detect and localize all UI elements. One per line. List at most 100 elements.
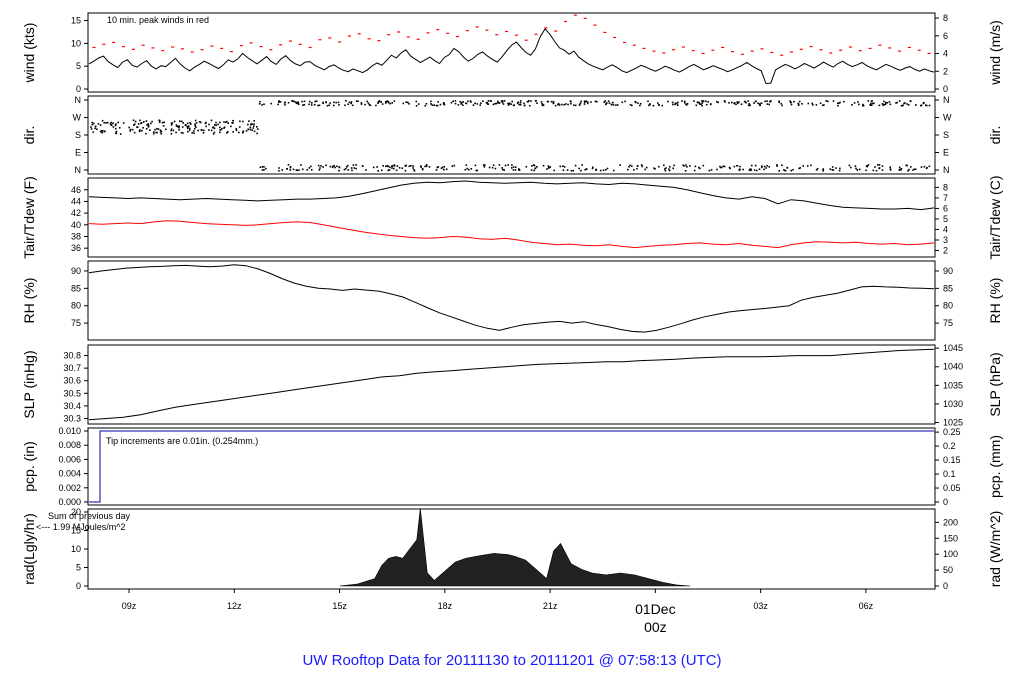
pcp-ytick-label-right: 0.1 [943, 469, 956, 479]
dir-point [831, 169, 834, 171]
dir-point [443, 168, 445, 171]
dir-point [281, 169, 283, 171]
dir-point [881, 103, 884, 105]
dir-point [468, 168, 470, 171]
dir-point [465, 102, 467, 104]
dir-point [778, 100, 780, 102]
dir-point [428, 166, 431, 168]
dir-point [404, 164, 407, 167]
dir-point [235, 127, 238, 130]
dir-point [387, 165, 389, 168]
dir-point [695, 104, 698, 107]
dir-point [883, 103, 886, 106]
dir-point [854, 165, 857, 167]
dir-point [405, 101, 407, 103]
rad-ytick-label-left: 5 [76, 563, 81, 573]
wind-ytick-label-left: 5 [76, 61, 81, 71]
pcp-ytick-label-right: 0.2 [943, 441, 956, 451]
dir-point [677, 104, 679, 106]
dir-point [215, 121, 217, 124]
dir-point [798, 167, 800, 170]
temp-ytick-label-left: 42 [71, 208, 81, 218]
dir-point [443, 102, 445, 104]
dir-point [517, 101, 519, 103]
wind-ytick-label-right: 0 [943, 84, 948, 94]
dir-point [639, 102, 642, 105]
pcp-ytick-label-right: 0.15 [943, 455, 961, 465]
dir-point [633, 169, 635, 171]
dir-point [170, 133, 173, 135]
dir-point [435, 104, 438, 107]
dir-point [882, 104, 885, 106]
dir-point [843, 100, 845, 103]
dir-point [464, 168, 467, 171]
dir-point [906, 103, 908, 105]
dir-point [681, 100, 683, 102]
dir-point [465, 164, 468, 166]
dir-point [360, 103, 363, 105]
dir-point [519, 100, 522, 102]
dir-point [213, 131, 216, 134]
dir-point [612, 169, 615, 172]
dir-point [424, 105, 427, 107]
dir-point [518, 103, 520, 106]
dir-point [519, 102, 522, 104]
dir-point [542, 104, 545, 106]
dir-point [142, 127, 144, 129]
dir-point [563, 104, 565, 106]
rh-ytick-label-left: 80 [71, 301, 81, 311]
dir-point [783, 169, 785, 171]
dir-point [253, 130, 256, 133]
dir-point [192, 130, 195, 132]
dir-point [475, 169, 478, 172]
dir-point [194, 125, 196, 127]
dir-point [219, 126, 221, 129]
dir-point [797, 103, 800, 106]
dir-point [781, 104, 783, 107]
dir-point [289, 166, 292, 169]
dir-point [914, 168, 917, 171]
slp-ytick-label-left: 30.5 [63, 388, 81, 398]
dir-point [154, 128, 156, 131]
dir-point [512, 169, 515, 171]
dir-point [298, 169, 300, 171]
dir-point [193, 132, 195, 134]
dir-point [566, 169, 569, 171]
dir-point [684, 101, 686, 104]
rad-ytick-label-right: 200 [943, 517, 958, 527]
dir-point [672, 103, 674, 106]
dir-point [311, 102, 313, 104]
dir-point [567, 103, 569, 106]
dir-point [510, 167, 513, 169]
dir-point [173, 120, 176, 123]
dir-point [533, 169, 535, 172]
dir-point [258, 103, 261, 105]
dir-point [90, 126, 92, 128]
dir-point [766, 100, 768, 102]
dir-point [858, 103, 860, 106]
dir-point [580, 169, 582, 172]
dir-point [308, 103, 310, 106]
dir-point [289, 169, 292, 171]
dir-point [466, 167, 468, 170]
dir-point [503, 100, 506, 102]
dir-point [780, 102, 782, 105]
dir-point [182, 122, 184, 124]
slp-panel-frame [87, 344, 936, 425]
dir-point [295, 102, 298, 105]
dir-point [147, 126, 150, 128]
dir-point [909, 100, 912, 102]
dir-point [858, 168, 861, 171]
dir-point [177, 125, 179, 128]
dir-point [344, 104, 346, 107]
wind-ytick-label-right: 4 [943, 49, 948, 59]
dir-point [450, 101, 453, 104]
dir-point [479, 104, 481, 106]
pcp-ytick-label-left: 0.004 [58, 469, 81, 479]
dir-point [776, 165, 778, 167]
dir-point [502, 103, 505, 105]
temp-ylabel-left: Tair/Tdew (F) [21, 176, 37, 258]
dir-point [415, 100, 418, 103]
wind-ytick-label-left: 10 [71, 38, 81, 48]
dir-point [797, 102, 799, 105]
